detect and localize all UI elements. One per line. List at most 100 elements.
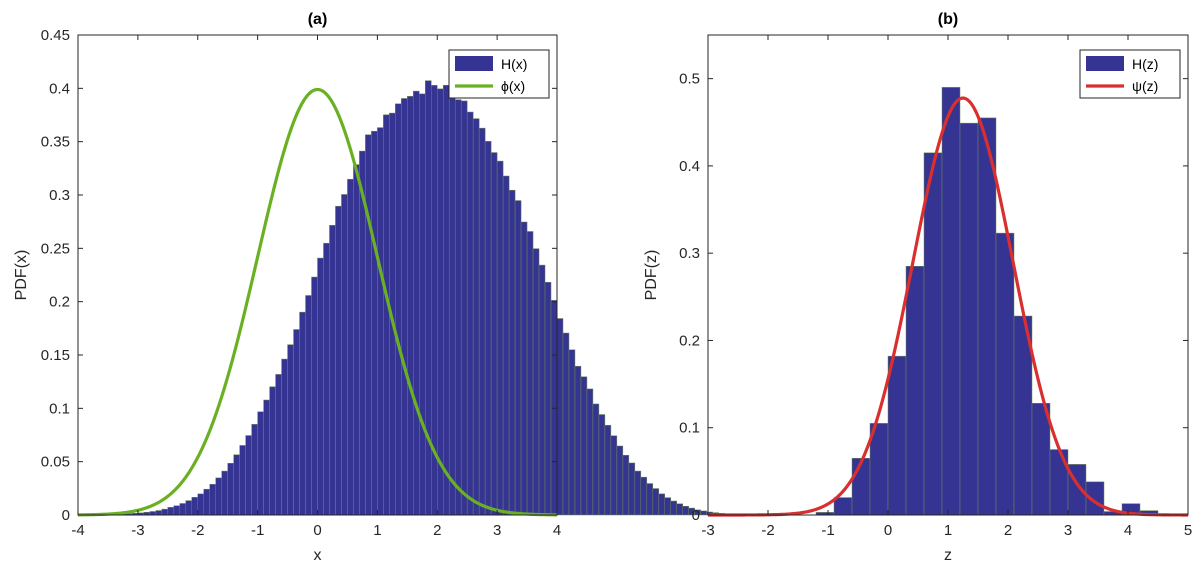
histogram-bar (221, 470, 228, 516)
histogram-bar (658, 493, 666, 516)
legend-label-curve-b: ψ(z) (1132, 78, 1158, 94)
y-tick-label: 0.1 (49, 400, 70, 417)
x-tick-label: 1 (373, 522, 381, 539)
histogram-bar (550, 300, 558, 516)
x-axis-label-b: z (944, 547, 952, 564)
histogram-bar (460, 100, 468, 516)
histogram-bar (622, 455, 630, 516)
histogram-bar (1031, 403, 1051, 516)
histogram-bar (413, 90, 420, 516)
y-tick-label: 0.45 (41, 27, 70, 44)
y-tick-label: 0 (692, 507, 700, 524)
histogram-bar (305, 295, 312, 516)
histogram-bar (628, 462, 636, 516)
histogram-bar (634, 470, 642, 516)
histogram-bar (419, 93, 426, 516)
histogram-bars-a (77, 80, 797, 516)
histogram-bar (484, 141, 492, 516)
y-tick-label: 0.4 (679, 158, 700, 175)
histogram-bar (299, 311, 306, 516)
histogram-bar (209, 484, 216, 516)
legend-swatch-histogram-a (455, 56, 493, 71)
x-tick-label: -1 (821, 522, 834, 539)
histogram-bar (275, 374, 282, 516)
histogram-bar (586, 388, 594, 516)
histogram-bar (401, 98, 408, 516)
chart-title-a: (a) (308, 11, 328, 28)
histogram-bar (833, 497, 853, 516)
legend-label-histogram-b: H(z) (1132, 56, 1158, 72)
x-tick-label: 2 (1004, 522, 1012, 539)
histogram-bar (502, 175, 510, 516)
histogram-bar (977, 117, 997, 516)
histogram-bar (995, 232, 1015, 516)
histogram-bar (905, 266, 925, 516)
pdf-curve-b (708, 96, 1188, 517)
histogram-bar (604, 425, 612, 516)
histogram-bar (664, 497, 672, 516)
histogram-bar (670, 500, 678, 516)
histogram-bar (353, 164, 360, 516)
legend-label-curve-a: ϕ(x) (501, 78, 525, 94)
y-tick-label: 0.15 (41, 347, 70, 364)
histogram-bar (395, 103, 402, 516)
histogram-bar (197, 493, 204, 516)
y-tick-label: 0.4 (49, 80, 70, 97)
histogram-bar (365, 134, 372, 516)
x-tick-label: 4 (553, 522, 561, 539)
y-axis-label-b: PDF(z) (643, 250, 660, 301)
histogram-bar (574, 365, 582, 516)
histogram-bar (700, 510, 707, 516)
histogram-bar (323, 242, 330, 516)
histogram-bar (520, 221, 528, 516)
pdf-curve-a (77, 87, 558, 517)
histogram-bar (191, 497, 198, 516)
histogram-bar (466, 111, 474, 516)
histogram-bar (652, 488, 660, 516)
histogram-bar (640, 476, 648, 516)
histogram-bar (544, 282, 552, 516)
x-tick-label: -3 (131, 522, 144, 539)
histogram-bar (472, 118, 480, 516)
legend-b: H(z) ψ(z) (1079, 49, 1181, 99)
histogram-bar (383, 114, 390, 516)
y-tick-label: 0.2 (679, 332, 700, 349)
histogram-bar (556, 318, 564, 516)
y-tick-label: 0.5 (679, 71, 700, 88)
x-tick-label: -2 (191, 522, 204, 539)
histogram-bar (425, 80, 432, 516)
y-tick-label: 0.05 (41, 454, 70, 471)
histogram-bar (155, 510, 163, 516)
legend-swatch-histogram-b (1086, 56, 1124, 71)
x-tick-label: 0 (313, 522, 321, 539)
histogram-bar (185, 500, 193, 516)
histogram-bar (682, 506, 689, 516)
histogram-bar (269, 386, 276, 516)
histogram-bar (676, 503, 683, 516)
histogram-bar (851, 458, 871, 516)
histogram-bar (959, 122, 979, 516)
histogram-bar (610, 435, 618, 516)
histogram-bar (317, 257, 324, 516)
histogram-bar (179, 503, 187, 516)
histogram-bar (233, 454, 240, 516)
histogram-bar (538, 264, 546, 516)
x-tick-label: 1 (944, 522, 952, 539)
histogram-bar (377, 127, 384, 516)
y-tick-label: 0.1 (679, 420, 700, 437)
x-tick-label: 3 (493, 522, 501, 539)
histogram-bar (448, 90, 456, 516)
histogram-bar (287, 344, 294, 516)
histogram-bar (329, 225, 336, 516)
histogram-bar (616, 445, 624, 516)
x-tick-label: 3 (1064, 522, 1072, 539)
histogram-bar (245, 435, 252, 516)
histogram-bar (941, 87, 961, 516)
x-ticks-a: -4 -3 -2 -1 0 1 2 3 4 (71, 35, 561, 539)
histogram-bar (514, 200, 522, 516)
histogram-bar (437, 88, 444, 516)
histogram-bar (347, 178, 354, 516)
histogram-bar (923, 152, 943, 516)
histogram-bar (496, 160, 504, 516)
histogram-bar (257, 411, 264, 516)
